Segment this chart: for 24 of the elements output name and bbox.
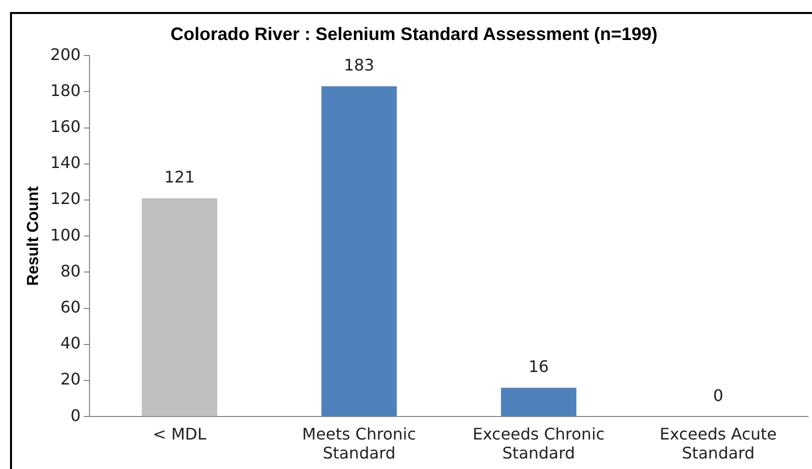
bar [321,86,397,416]
y-tick-label: 180 [50,80,81,100]
y-tick-label: 140 [50,153,81,172]
x-tick-label: < MDL [152,424,206,444]
y-tick-label: 100 [50,225,81,244]
bar [500,388,576,416]
data-label: 16 [528,356,549,376]
bar [142,198,218,416]
y-tick-label: 20 [60,370,81,389]
y-tick-label: 120 [50,189,81,208]
x-tick-label: Exceeds Chronic Standard [472,424,605,463]
data-label: 183 [344,55,374,74]
data-label: 121 [164,167,195,186]
y-tick-label: 160 [50,116,81,136]
x-tick-label: Meets Chronic Standard [302,424,416,463]
y-axis-title: Result Count [25,186,42,286]
data-label: 0 [713,386,724,405]
y-tick-label: 200 [50,44,81,64]
chart-title: Colorado River : Selenium Standard Assessment (n=199) [170,24,658,44]
y-tick-label: 0 [70,406,81,425]
x-tick-label: Exceeds Acute Standard [660,424,777,463]
y-tick-label: 80 [60,261,81,280]
y-tick-label: 60 [60,297,81,316]
y-tick-label: 40 [60,334,81,353]
